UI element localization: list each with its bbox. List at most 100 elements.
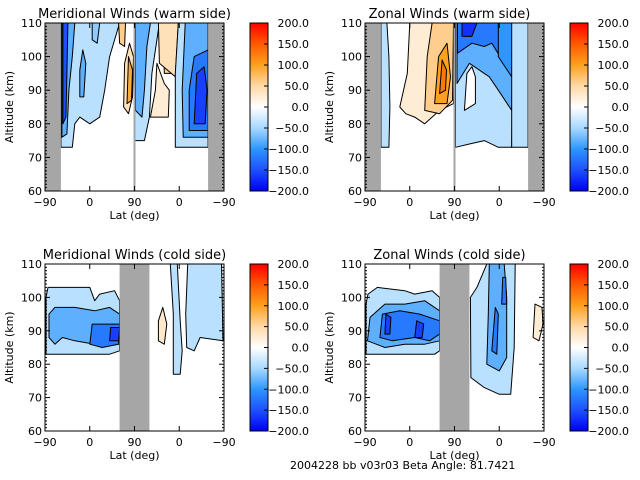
x-tick-label: −90	[212, 196, 235, 209]
x-axis-label: Lat (deg)	[110, 449, 160, 462]
x-tick-label: 90	[128, 196, 142, 209]
contour-region	[461, 23, 478, 37]
y-tick-label: 90	[348, 325, 362, 338]
x-tick-label: 0	[86, 196, 93, 209]
y-tick-label: 70	[348, 392, 362, 405]
chart-title: Meridional Winds (warm side)	[38, 7, 231, 22]
contour-region	[62, 23, 69, 125]
no-data-band	[119, 264, 150, 431]
colorbar-tick-label: −100.0	[268, 383, 309, 396]
contour-region	[511, 23, 529, 148]
colorbar-tick-label: 50.0	[605, 321, 630, 334]
y-tick-label: 110	[341, 17, 362, 30]
x-axis-label: Lat (deg)	[430, 209, 480, 222]
colorbar-tick-label: −200.0	[588, 185, 629, 198]
colorbar-tick-label: −150.0	[268, 404, 309, 417]
x-tick-label: 0	[176, 196, 183, 209]
y-tick-label: 90	[348, 84, 362, 97]
colorbar-tick-label: 0.0	[292, 101, 310, 114]
colorbar-tick-label: 150.0	[598, 279, 630, 292]
colorbar-tick-label: 150.0	[278, 279, 310, 292]
y-tick-label: 100	[21, 51, 42, 64]
contour-field	[45, 23, 224, 191]
contour-region	[126, 56, 133, 105]
colorbar-tick-label: 100.0	[278, 300, 310, 313]
colorbar-tick-label: 150.0	[598, 38, 630, 51]
contour-region	[149, 62, 170, 118]
contour-region	[501, 276, 508, 305]
panel-zonal-warm: Zonal Winds (warm side) 60 70 80 90 100 110 Alt…	[320, 0, 640, 240]
y-tick-label: 100	[21, 291, 42, 304]
contour-region	[185, 264, 224, 352]
y-tick-label: 110	[341, 258, 362, 271]
colorbar-tick-label: 50.0	[285, 321, 310, 334]
x-tick-label: 90	[448, 196, 462, 209]
panel-meridional-warm: Meridional Winds (warm side) 60 70 80 90 100 1…	[0, 0, 320, 240]
chart-meridional-cold: Meridional Winds (cold side) 60 70 80 90 100 1…	[3, 248, 310, 462]
no-data-band	[528, 23, 544, 191]
y-tick-label: 80	[348, 358, 362, 371]
y-tick-label: 60	[28, 425, 42, 438]
x-tick-label: −90	[353, 436, 376, 449]
no-data-band	[208, 23, 224, 191]
contour-region	[91, 23, 101, 44]
colorbar-tick-label: −150.0	[268, 164, 309, 177]
colorbar-tick-label: 50.0	[285, 80, 310, 93]
x-axis-label: Lat (deg)	[110, 209, 160, 222]
colorbar-tick-label: −200.0	[268, 185, 309, 198]
contour-region	[384, 313, 392, 335]
colorbar-tick-label: −50.0	[595, 122, 629, 135]
colorbar-tick-label: −200.0	[588, 425, 629, 438]
y-tick-label: 100	[341, 291, 362, 304]
y-tick-label: 60	[28, 185, 42, 198]
y-tick-label: 70	[348, 151, 362, 164]
chart-zonal-cold: Zonal Winds (cold side) 60 70 80 90 100 110 Alt…	[323, 248, 630, 462]
x-tick-label: −90	[532, 436, 555, 449]
colorbar-tick-label: −100.0	[588, 383, 629, 396]
contour-field	[45, 264, 224, 431]
chart-meridional-warm: Meridional Winds (warm side) 60 70 80 90 100 1…	[3, 7, 310, 222]
x-tick-label: −90	[353, 196, 376, 209]
y-tick-label: 60	[348, 185, 362, 198]
colorbar-tick-label: 200.0	[598, 17, 630, 30]
no-data-band	[45, 23, 61, 191]
contour-region	[414, 320, 425, 338]
x-tick-label: 0	[406, 196, 413, 209]
x-tick-label: 0	[406, 436, 413, 449]
contour-region	[532, 303, 544, 342]
contour-region	[380, 23, 391, 148]
y-tick-label: 70	[28, 151, 42, 164]
colorbar-tick-label: 50.0	[605, 80, 630, 93]
x-tick-label: −90	[33, 436, 56, 449]
footer-caption: 2004228 bb v03r03 Beta Angle: 81.7421	[290, 459, 516, 472]
panel-meridional-cold: Meridional Winds (cold side) 60 70 80 90 100 1…	[0, 240, 320, 480]
no-data-band	[365, 23, 381, 191]
y-tick-label: 80	[348, 118, 362, 131]
colorbar-tick-label: 0.0	[612, 342, 630, 355]
contour-region	[169, 264, 183, 375]
colorbar-tick-label: −150.0	[588, 404, 629, 417]
x-axis-label: Lat (deg)	[430, 449, 480, 462]
y-tick-label: 110	[21, 258, 42, 271]
colorbar-tick-label: 100.0	[598, 300, 630, 313]
colorbar-tick-label: 200.0	[278, 17, 310, 30]
contour-region	[157, 306, 168, 345]
x-tick-label: −90	[532, 196, 555, 209]
contour-field	[365, 23, 544, 191]
colorbar-tick-label: 200.0	[598, 258, 630, 271]
x-tick-label: 0	[176, 436, 183, 449]
y-tick-label: 90	[28, 325, 42, 338]
y-tick-label: 80	[28, 358, 42, 371]
colorbar-tick-label: 0.0	[292, 342, 310, 355]
y-tick-label: 90	[28, 84, 42, 97]
contour-field	[365, 264, 544, 431]
contour-region	[60, 23, 121, 148]
contour-region	[193, 66, 208, 125]
contour-region	[135, 23, 151, 118]
contour-region	[439, 59, 447, 95]
colorbar-tick-label: −100.0	[588, 143, 629, 156]
colorbar-tick-label: 200.0	[278, 258, 310, 271]
y-tick-label: 110	[21, 17, 42, 30]
x-tick-label: 90	[448, 436, 462, 449]
x-tick-label: −90	[212, 436, 235, 449]
